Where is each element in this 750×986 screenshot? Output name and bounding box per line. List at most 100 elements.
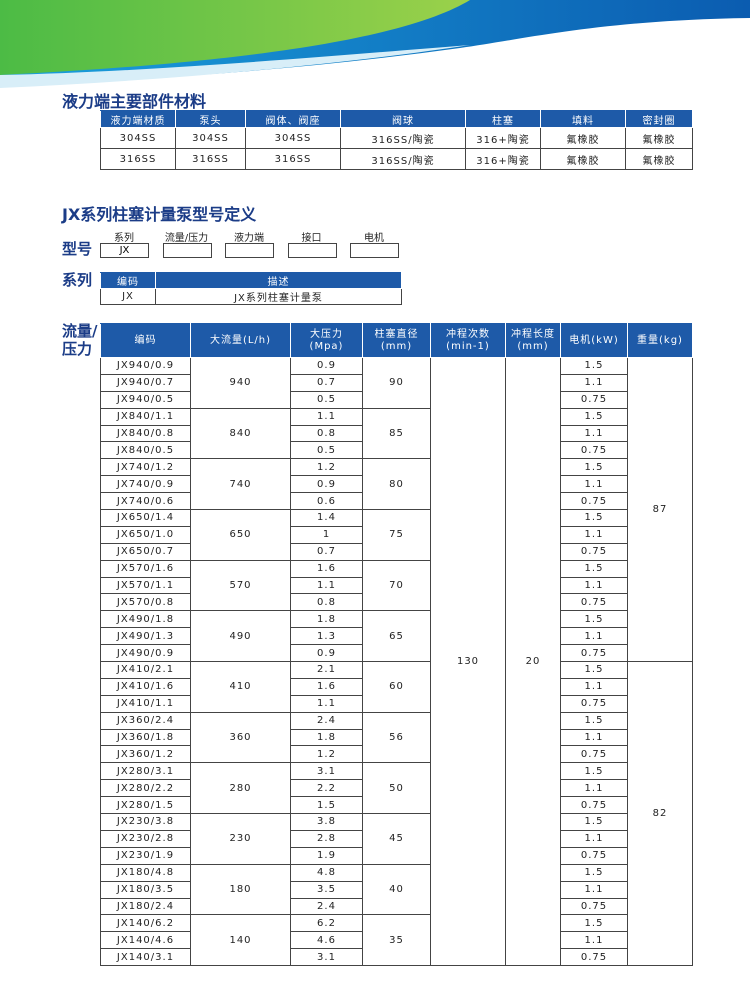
header-cell: 大流量(L/h): [190, 323, 291, 358]
pressure-cell: 0.7: [290, 373, 363, 392]
code-cell: JX230/2.8: [100, 829, 191, 848]
tbody: 编码 描述 JX JX系列柱塞计量泵: [100, 272, 402, 305]
code-cell: JX650/0.7: [100, 542, 191, 561]
label: 系列: [62, 271, 93, 289]
pressure-cell: 1.9: [290, 846, 363, 865]
code-cell: JX740/0.6: [100, 492, 191, 511]
header-decoration: [0, 0, 750, 88]
field-box: [225, 243, 274, 258]
pressure-cell: 2.1: [290, 661, 363, 679]
pressure-cell: 4.8: [290, 863, 363, 882]
field-label: 流量/压力: [164, 233, 209, 244]
diameter-cell: 45: [362, 813, 431, 865]
field-box: [162, 243, 212, 258]
pressure-cell: 3.1: [290, 762, 363, 781]
label-line: 压力: [62, 340, 93, 358]
code-cell: JX650/1.0: [100, 525, 191, 544]
header-line: (mm): [517, 340, 549, 352]
cell: 316SS/陶瓷: [340, 127, 466, 149]
pressure-cell: 1.5: [290, 796, 363, 815]
header-row: 编码 描述: [100, 272, 402, 289]
pressure-cell: 2.4: [290, 711, 363, 730]
field-label: 接口: [301, 233, 322, 244]
cell: 304SS: [100, 127, 176, 149]
code-cell: JX360/1.2: [100, 745, 191, 764]
pressure-cell: 0.8: [290, 424, 363, 443]
motor-cell: 1.5: [560, 863, 628, 882]
motor-cell: 0.75: [560, 846, 628, 865]
header-row: 编码 大流量(L/h) 大压力 (Mpa) 柱塞直径 (mm) 冲程次数 (min-1) 冲程长…: [100, 323, 693, 358]
row: JX230/3.8 230 3.8 45 1.5: [100, 813, 693, 865]
code-cell: JX140/6.2: [100, 914, 191, 933]
row: JX740/1.2 740 1.2 80 1.5: [100, 458, 693, 511]
flow-cell: 650: [190, 509, 291, 561]
row: JX940/0.9 940 0.9 90 130 20 1.5 87: [100, 356, 693, 967]
row: JX140/3.1 3.1 0.75: [100, 948, 693, 967]
code-cell: JX940/0.9: [100, 357, 191, 375]
row: JX570/0.8 0.8 0.75: [100, 593, 693, 612]
header-cell: 阀球: [340, 110, 466, 128]
cell: 氟橡胶: [540, 148, 626, 170]
motor-cell: 1.5: [560, 914, 628, 933]
row: 316SS 316SS 316SS 316SS/陶瓷 316+陶瓷 氟橡胶 氟橡胶: [100, 148, 693, 170]
row: JX280/3.1 280 3.1 50 1.5: [100, 762, 693, 815]
pressure-cell: 3.1: [290, 948, 363, 967]
row: JX740/0.6 0.6 0.75: [100, 492, 693, 511]
motor-cell: 1.5: [560, 610, 628, 629]
row: JX410/2.1 410 2.1 60 1.5 82: [100, 661, 693, 967]
motor-cell: 1.1: [560, 627, 628, 646]
code-cell: JX570/0.8: [100, 593, 191, 612]
motor-cell: 1.1: [560, 373, 628, 392]
header-row: 液力端材质 泵头 阀体、阀座 阀球 柱塞 填料 密封圈: [100, 110, 693, 128]
flow-cell: 230: [190, 813, 291, 865]
motor-cell: 1.5: [560, 357, 628, 375]
row: JX360/2.4 360 2.4 56 1.5: [100, 711, 693, 764]
pressure-cell: 0.8: [290, 593, 363, 612]
cell: 316SS: [245, 148, 341, 170]
motor-cell: 1.5: [560, 661, 628, 679]
motor-cell: 1.5: [560, 559, 628, 578]
pressure-cell: 1.8: [290, 610, 363, 629]
field-label: 系列: [114, 233, 134, 244]
code-cell: JX140/4.6: [100, 931, 191, 950]
diameter-cell: 65: [362, 610, 431, 663]
pressure-cell: 1.6: [290, 559, 363, 578]
pressure-cell: 0.5: [290, 441, 363, 460]
code-cell: JX410/2.1: [100, 661, 191, 679]
header-cell: 冲程长度 (mm): [505, 323, 561, 358]
header-line: 编码: [134, 334, 157, 346]
pressure-cell: 2.4: [290, 897, 363, 916]
code-cell: JX140/3.1: [100, 948, 191, 967]
flow-cell: 840: [190, 407, 291, 460]
stroke-length-cell: 20: [505, 356, 561, 967]
motor-cell: 1.5: [560, 813, 628, 831]
diameter-cell: 75: [362, 509, 431, 561]
code-cell: JX410/1.1: [100, 694, 191, 713]
code-cell: JX230/1.9: [100, 846, 191, 865]
motor-cell: 1.1: [560, 576, 628, 595]
pressure-cell: 1.2: [290, 745, 363, 764]
header-line: 大压力: [310, 328, 343, 340]
flow-cell: 940: [190, 357, 291, 409]
pressure-cell: 1.1: [290, 407, 363, 426]
row: JX180/2.4 2.4 0.75: [100, 897, 693, 916]
diameter-cell: 35: [362, 914, 431, 967]
field-box: JX: [100, 243, 149, 258]
diameter-cell: 85: [362, 407, 431, 460]
pressure-cell: 0.9: [290, 357, 363, 375]
pressure-cell: 2.8: [290, 829, 363, 848]
table: 液力端材质 泵头 阀体、阀座 阀球 柱塞 填料 密封圈 304SS 304SS 304SS 316S…: [100, 110, 693, 170]
weight-cell: 82: [627, 661, 693, 967]
row: JX360/1.2 1.2 0.75: [100, 745, 693, 764]
code-cell: JX280/2.2: [100, 779, 191, 798]
code-cell: JX280/3.1: [100, 762, 191, 781]
row: JX180/4.8 180 4.8 40 1.5: [100, 863, 693, 916]
header-cell: 柱塞: [465, 110, 541, 128]
stroke-rate-cell: 130: [430, 356, 506, 967]
header-cell: 描述: [155, 272, 402, 289]
section-title: 液力端主要部件材料: [62, 92, 207, 111]
flow-cell: 280: [190, 762, 291, 815]
header-line: 电机(kW): [569, 334, 619, 346]
diameter-cell: 60: [362, 661, 431, 713]
